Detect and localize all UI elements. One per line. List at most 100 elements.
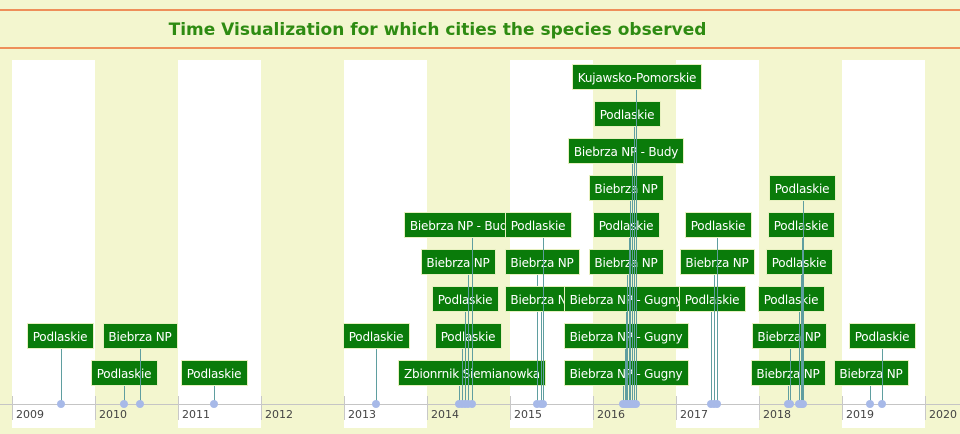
- year-label: 2015: [514, 408, 542, 421]
- event-connector: [790, 349, 791, 404]
- event-label[interactable]: Podlaskie: [592, 212, 660, 238]
- event-dot[interactable]: [372, 400, 380, 408]
- event-label[interactable]: Podlaskie: [678, 286, 746, 312]
- event-label[interactable]: Biebrza NP: [751, 323, 827, 349]
- year-tick: [178, 396, 179, 420]
- year-label: 2018: [763, 408, 791, 421]
- event-connector: [468, 275, 469, 404]
- event-label[interactable]: Biebrza NP: [833, 360, 909, 386]
- event-dot[interactable]: [713, 400, 721, 408]
- event-label[interactable]: Biebrza NP: [588, 249, 664, 275]
- event-connector: [714, 275, 715, 404]
- event-connector: [626, 312, 627, 404]
- event-label[interactable]: Biebrza NP: [420, 249, 496, 275]
- event-connector: [472, 238, 473, 404]
- page-title: Time Visualization for which cities the …: [168, 20, 707, 40]
- event-connector: [376, 349, 377, 404]
- event-dot[interactable]: [468, 400, 476, 408]
- event-dot[interactable]: [799, 400, 807, 408]
- event-label[interactable]: Podlaskie: [767, 212, 835, 238]
- event-connector: [140, 349, 141, 404]
- event-connector: [462, 349, 463, 404]
- year-tick: [344, 396, 345, 420]
- event-connector: [711, 312, 712, 404]
- event-dot[interactable]: [57, 400, 65, 408]
- event-dot[interactable]: [632, 400, 640, 408]
- event-connector: [634, 127, 635, 404]
- year-band: [261, 60, 344, 428]
- header-top-rule: [0, 9, 960, 11]
- year-tick: [593, 396, 594, 420]
- year-tick: [676, 396, 677, 420]
- event-label[interactable]: Biebrza NP: [102, 323, 178, 349]
- year-label: 2019: [846, 408, 874, 421]
- event-label[interactable]: Podlaskie: [757, 286, 825, 312]
- event-connector: [61, 349, 62, 404]
- event-connector: [543, 238, 544, 404]
- event-connector: [717, 238, 718, 404]
- event-dot[interactable]: [786, 400, 794, 408]
- year-tick: [759, 396, 760, 420]
- year-tick: [510, 396, 511, 420]
- time-axis: [0, 404, 960, 405]
- event-label[interactable]: Podlaskie: [180, 360, 248, 386]
- year-label: 2011: [182, 408, 210, 421]
- year-label: 2010: [99, 408, 127, 421]
- year-tick: [427, 396, 428, 420]
- event-connector: [799, 312, 800, 404]
- event-connector: [882, 349, 883, 404]
- year-label: 2020: [929, 408, 957, 421]
- event-connector: [124, 386, 125, 404]
- event-label[interactable]: Biebrza NP: [504, 249, 580, 275]
- year-band: [12, 60, 95, 428]
- event-label[interactable]: Podlaskie: [768, 175, 836, 201]
- event-label[interactable]: Podlaskie: [90, 360, 158, 386]
- event-connector: [636, 90, 637, 404]
- event-connector: [632, 164, 633, 404]
- event-label[interactable]: Biebrza NP - Budy: [568, 138, 684, 164]
- event-connector: [537, 275, 538, 404]
- event-label[interactable]: Podlaskie: [684, 212, 752, 238]
- event-label[interactable]: Podlaskie: [26, 323, 94, 349]
- event-connector: [459, 386, 460, 404]
- year-label: 2009: [16, 408, 44, 421]
- event-connector: [214, 386, 215, 404]
- event-connector: [625, 349, 626, 404]
- event-label[interactable]: Podlaskie: [342, 323, 410, 349]
- event-dot[interactable]: [136, 400, 144, 408]
- year-tick: [842, 396, 843, 420]
- year-label: 2013: [348, 408, 376, 421]
- event-label[interactable]: Podlaskie: [504, 212, 572, 238]
- event-connector: [870, 386, 871, 404]
- header: Time Visualization for which cities the …: [0, 0, 960, 60]
- year-label: 2017: [680, 408, 708, 421]
- event-dot[interactable]: [210, 400, 218, 408]
- event-connector: [802, 238, 803, 404]
- event-dot[interactable]: [120, 400, 128, 408]
- event-dot[interactable]: [878, 400, 886, 408]
- event-label[interactable]: Biebrza NP - Budy: [404, 212, 520, 238]
- event-connector: [801, 275, 802, 404]
- event-label[interactable]: Biebrza NP: [588, 175, 664, 201]
- event-label[interactable]: Biebrza NP: [750, 360, 826, 386]
- event-connector: [629, 238, 630, 404]
- event-connector: [541, 312, 542, 404]
- event-label[interactable]: Podlaskie: [431, 286, 499, 312]
- year-tick: [95, 396, 96, 420]
- event-dot[interactable]: [539, 400, 547, 408]
- event-label[interactable]: Podlaskie: [593, 101, 661, 127]
- event-connector: [465, 312, 466, 404]
- event-label[interactable]: Podlaskie: [848, 323, 916, 349]
- year-tick: [12, 396, 13, 420]
- header-bottom-rule: [0, 47, 960, 49]
- event-connector: [623, 386, 624, 404]
- event-label[interactable]: Kujawsko-Pomorskie: [572, 64, 702, 90]
- event-label[interactable]: Podlaskie: [765, 249, 833, 275]
- year-band: [925, 60, 960, 428]
- timeline[interactable]: 2009 2010 2011 2012 2013 2014 2015 2016 2017 2018…: [0, 60, 960, 434]
- year-label: 2016: [597, 408, 625, 421]
- event-dot[interactable]: [866, 400, 874, 408]
- event-connector: [630, 201, 631, 404]
- year-tick: [261, 396, 262, 420]
- event-label[interactable]: Biebrza NP - Gugny: [563, 286, 689, 312]
